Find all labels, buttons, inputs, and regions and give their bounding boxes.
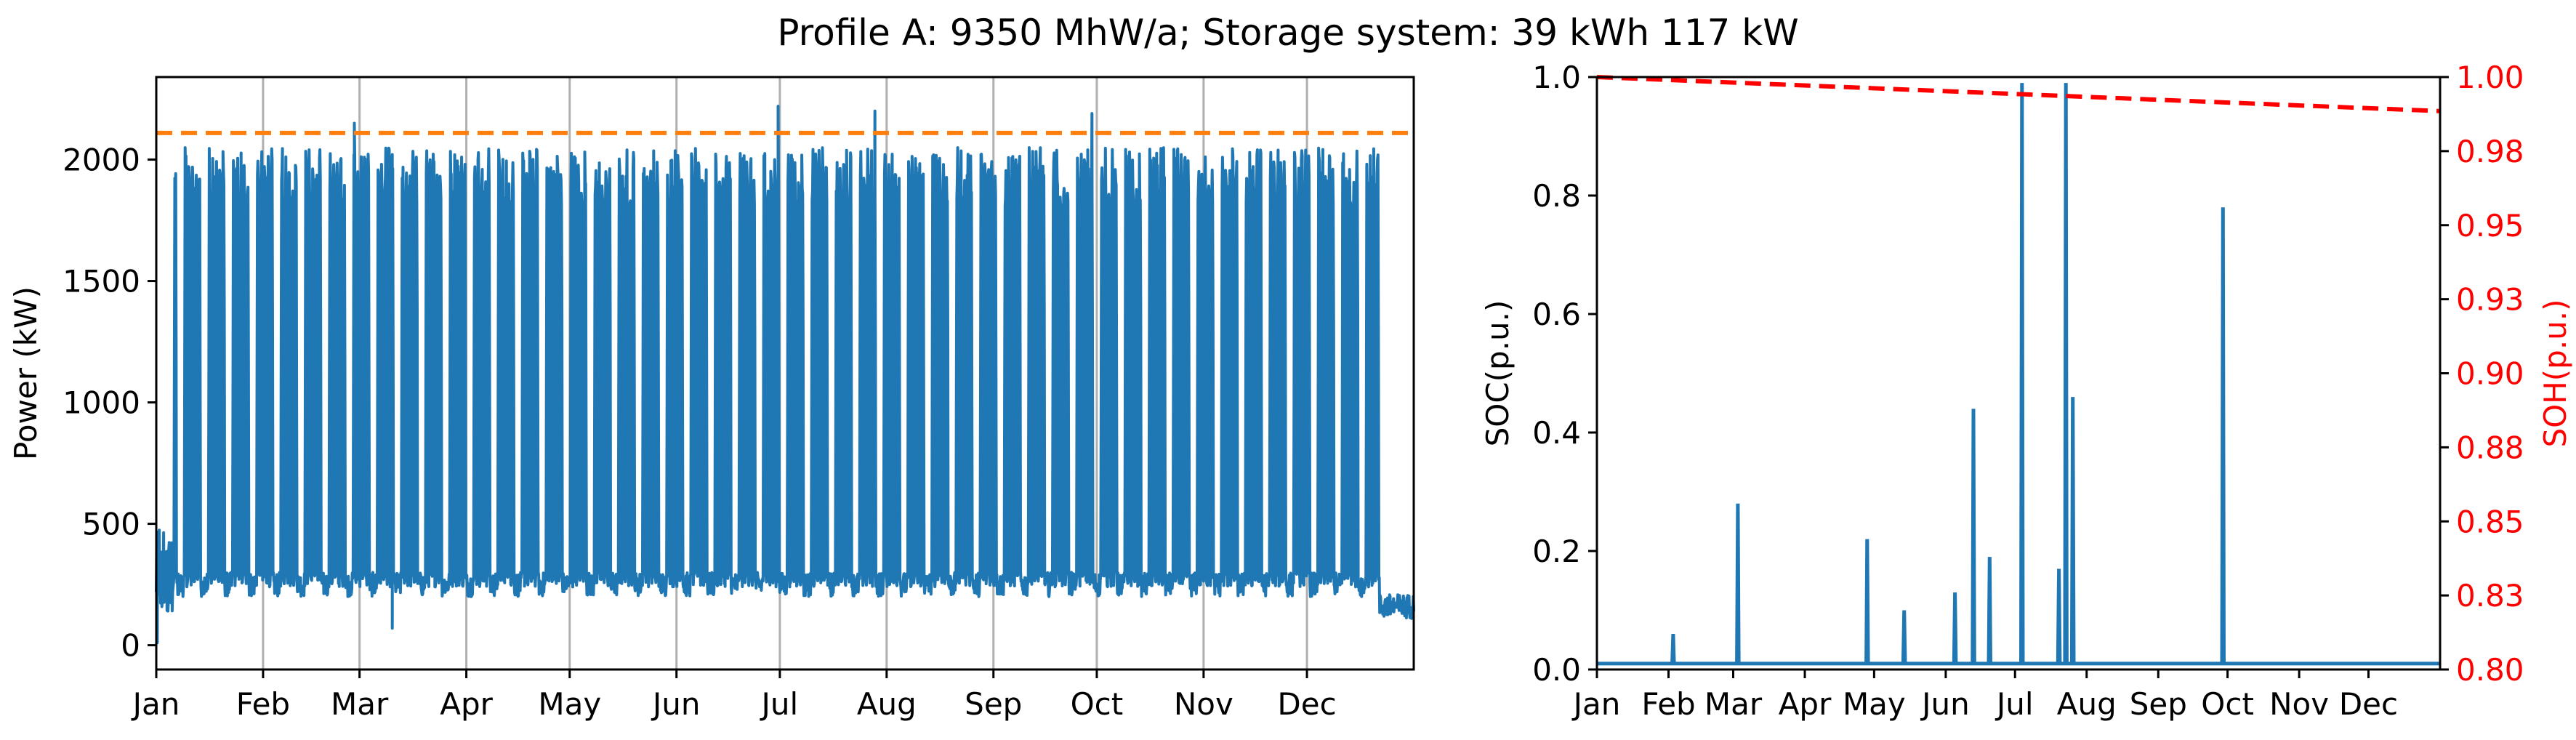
power-x-tick-label: May <box>538 686 601 722</box>
soc-y-tick-label: 0.6 <box>1532 297 1581 332</box>
soc-soh-chart: Jan Feb Mar Apr May Jun Jul Aug Sep Oct Nov Dec 0.0… <box>1480 60 2573 722</box>
soc-series-line <box>1597 83 2440 666</box>
soc-x-tick-label: Jan <box>1571 686 1621 722</box>
power-y-tick-label: 0 <box>121 628 140 664</box>
power-y-tick-label: 500 <box>82 507 140 542</box>
soc-x-tick-label: Jul <box>1995 686 2034 722</box>
soh-y-tick-label: 0.90 <box>2456 356 2524 392</box>
power-x-tick-label: Jun <box>651 686 701 722</box>
soc-y-axis-label: SOC(p.u.) <box>1480 300 1516 447</box>
soc-x-tick-label: Feb <box>1641 686 1695 722</box>
soc-x-tick-label: May <box>1843 686 1906 722</box>
power-y-tick-label: 1500 <box>63 264 140 299</box>
power-y-tick-label: 2000 <box>63 142 140 178</box>
soc-series-group <box>1597 83 2440 666</box>
power-x-tick-label: Jan <box>131 686 180 722</box>
power-x-tick-label: Aug <box>857 686 917 722</box>
power-x-tick-label: Nov <box>1174 686 1233 722</box>
soc-x-tick-label: Apr <box>1779 686 1832 722</box>
power-series-line <box>155 105 1415 645</box>
power-y-axis-ticks: 0 500 1000 1500 2000 <box>63 142 156 664</box>
power-x-tick-label: Mar <box>331 686 389 722</box>
soc-x-tick-label: Dec <box>2339 686 2398 722</box>
soh-y-axis-ticks: 0.80 0.83 0.85 0.88 0.90 0.93 0.95 0.98 1.00 <box>2440 60 2524 688</box>
soc-x-tick-label: Sep <box>2130 686 2187 722</box>
soh-y-tick-label: 0.95 <box>2456 208 2524 244</box>
soc-y-tick-label: 1.0 <box>1532 60 1581 95</box>
power-x-axis-ticks: Jan Feb Mar Apr May Jun Jul Aug Sep Oct Nov Dec <box>131 669 1337 722</box>
soc-x-tick-label: Jun <box>1920 686 1970 722</box>
power-x-tick-label: Dec <box>1277 686 1336 722</box>
soh-y-tick-label: 0.88 <box>2456 430 2524 465</box>
soh-y-tick-label: 0.83 <box>2456 578 2524 614</box>
power-series-group <box>155 105 1415 645</box>
soh-y-tick-label: 0.98 <box>2456 134 2524 169</box>
power-y-tick-label: 1000 <box>63 385 140 421</box>
power-x-tick-label: Oct <box>1071 686 1124 722</box>
power-x-tick-label: Jul <box>760 686 799 722</box>
soc-y-axis-ticks: 0.0 0.2 0.4 0.6 0.8 1.0 <box>1532 60 1597 688</box>
soh-series-group <box>1596 75 2441 113</box>
soc-x-axis-ticks: Jan Feb Mar Apr May Jun Jul Aug Sep Oct Nov Dec <box>1571 669 2398 722</box>
soc-x-tick-label: Oct <box>2201 686 2254 722</box>
soc-y-tick-label: 0.2 <box>1532 534 1581 569</box>
soc-y-tick-label: 0.0 <box>1532 652 1581 688</box>
soh-y-tick-label: 0.93 <box>2456 282 2524 318</box>
power-x-tick-label: Feb <box>236 686 290 722</box>
soh-series-line <box>1596 75 2441 113</box>
soc-x-tick-label: Nov <box>2269 686 2329 722</box>
power-chart-frame <box>155 76 1415 671</box>
soc-x-tick-label: Aug <box>2057 686 2117 722</box>
power-chart: Jan Feb Mar Apr May Jun Jul Aug Sep Oct Nov Dec 0 50… <box>8 76 1415 722</box>
soh-y-axis-label: SOH(p.u.) <box>2537 299 2573 447</box>
figure-title: Profile A: 9350 MhW/a; Storage system: 3… <box>777 12 1798 54</box>
soh-y-tick-label: 1.00 <box>2456 60 2524 95</box>
soc-x-tick-label: Mar <box>1704 686 1763 722</box>
soh-y-tick-label: 0.80 <box>2456 652 2524 688</box>
soc-y-tick-label: 0.8 <box>1532 178 1581 214</box>
soc-y-tick-label: 0.4 <box>1532 415 1581 451</box>
soh-y-tick-label: 0.85 <box>2456 504 2524 539</box>
power-x-tick-label: Sep <box>965 686 1022 722</box>
power-y-axis-label: Power (kW) <box>8 286 44 460</box>
power-x-tick-label: Apr <box>440 686 493 722</box>
